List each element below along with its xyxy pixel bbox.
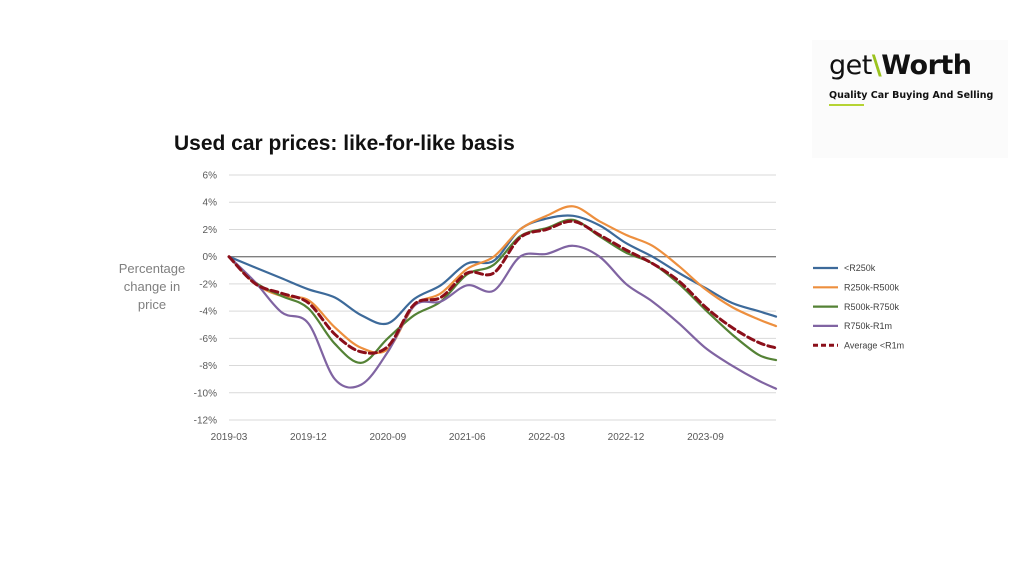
y-tick-label: -12% [194,416,217,427]
legend: <R250k R250k-R500k R500k-R750k R750k-R1m Ave… [813,263,904,350]
x-tick-labels: 2019-03 2019-12 2020-09 2021-06 2022-03 2022-… [211,432,725,443]
series-lines [229,206,776,388]
y-tick-label: 4% [203,198,218,209]
y-tick-label: -10% [194,388,217,399]
x-tick-label: 2019-12 [290,432,327,443]
y-tick-label: -6% [199,334,217,345]
y-tick-label: -4% [199,307,217,318]
x-tick-label: 2022-03 [528,432,565,443]
legend-label-r250k-r500k: R250k-R500k [844,283,900,293]
x-tick-label: 2022-12 [608,432,645,443]
series-line-average-r1m [229,221,776,353]
x-tick-label: 2023-09 [687,432,724,443]
x-tick-label: 2021-06 [449,432,486,443]
x-tick-label: 2019-03 [211,432,248,443]
legend-label-average-r1m: Average <R1m [844,340,904,350]
legend-label-r500k-r750k: R500k-R750k [844,302,900,312]
y-tick-label: 6% [203,171,218,182]
y-tick-label: -2% [199,279,217,290]
series-line-r250k [229,215,776,324]
y-tick-label: 2% [203,225,218,236]
legend-label-r250k: <R250k [844,263,876,273]
series-line-r750k-r1m [229,246,776,389]
x-tick-label: 2020-09 [369,432,406,443]
y-tick-label: 0% [203,252,218,263]
line-chart: 6%4%2%0%-2%-4%-6%-8%-10%-12% 2019-03 2019… [0,0,1024,576]
legend-label-r750k-r1m: R750k-R1m [844,321,892,331]
y-tick-labels: 6% 4% 2% 0% -2% -4% -6% -8% -10% -12% [194,171,217,427]
y-tick-label: -8% [199,361,217,372]
